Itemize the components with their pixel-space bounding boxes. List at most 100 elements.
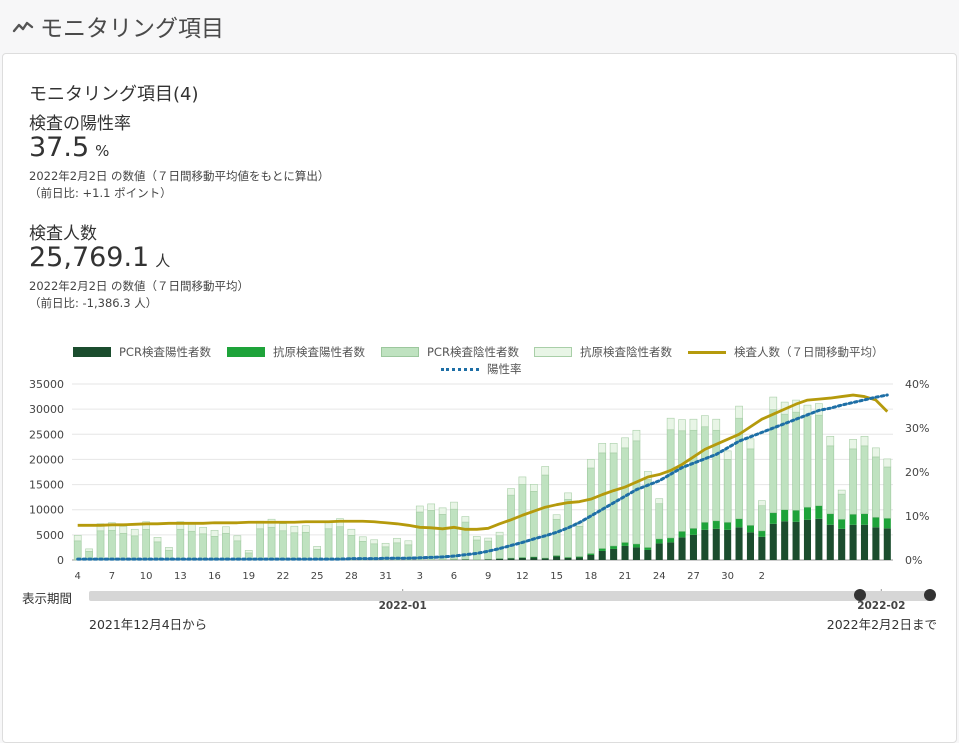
bar-segment-pcr-pos bbox=[872, 527, 879, 560]
bar-segment-ag-pos bbox=[701, 522, 708, 530]
period-slider-end-handle[interactable] bbox=[924, 589, 936, 601]
bar-segment-pcr-neg bbox=[793, 412, 800, 510]
x-axis-tick-label: 6 bbox=[451, 571, 457, 582]
bar-segment-ag-pos bbox=[861, 514, 868, 525]
y-axis-tick-label: 25000 bbox=[29, 428, 64, 441]
bar-segment-ag-neg bbox=[690, 419, 697, 430]
bar-segment-ag-neg bbox=[234, 536, 241, 541]
bar-segment-ag-neg bbox=[428, 504, 435, 511]
bar-segment-pcr-pos bbox=[747, 532, 754, 560]
bar-segment-pcr-neg bbox=[336, 527, 343, 560]
x-axis-tick-label: 18 bbox=[584, 571, 597, 582]
y-axis-tick-label: 0 bbox=[57, 554, 64, 567]
bar-segment-pcr-pos bbox=[827, 525, 834, 560]
x-axis-tick-label: 22 bbox=[277, 571, 290, 582]
bar-segment-pcr-neg bbox=[143, 529, 150, 560]
y-axis-tick-label: 5000 bbox=[36, 529, 64, 542]
bar-segment-ag-neg bbox=[496, 532, 503, 536]
bar-segment-pcr-neg bbox=[416, 512, 423, 560]
y2-axis-tick-label: 10% bbox=[905, 510, 929, 523]
bar-segment-pcr-neg bbox=[120, 533, 127, 560]
bar-segment-pcr-pos bbox=[861, 525, 868, 560]
month-label: 2022-02 bbox=[857, 600, 905, 612]
bar-segment-pcr-neg bbox=[690, 430, 697, 528]
bar-segment-pcr-pos bbox=[679, 537, 686, 560]
bar-segment-pcr-neg bbox=[97, 531, 104, 560]
period-slider-track[interactable] bbox=[89, 591, 935, 601]
bar-segment-ag-neg bbox=[724, 451, 731, 460]
bar-segment-ag-neg bbox=[86, 549, 93, 552]
bar-segment-ag-pos bbox=[633, 544, 640, 548]
bar-segment-ag-pos bbox=[815, 506, 822, 519]
bar-segment-pcr-pos bbox=[599, 551, 606, 560]
bar-segment-ag-neg bbox=[872, 448, 879, 457]
x-axis-tick-label: 15 bbox=[550, 571, 563, 582]
bar-segment-ag-neg bbox=[245, 550, 252, 553]
bar-segment-pcr-neg bbox=[473, 540, 480, 560]
bar-segment-ag-neg bbox=[222, 527, 229, 534]
x-axis-tick-label: 30 bbox=[721, 571, 734, 582]
period-slider-start-handle[interactable] bbox=[854, 589, 866, 601]
bar-segment-pcr-neg bbox=[257, 529, 264, 560]
bar-segment-pcr-pos bbox=[667, 542, 674, 560]
bar-segment-ag-neg bbox=[884, 459, 891, 467]
bar-segment-ag-pos bbox=[679, 531, 686, 537]
bar-segment-pcr-pos bbox=[644, 550, 651, 560]
x-axis-tick-label: 7 bbox=[109, 571, 115, 582]
x-axis-tick-label: 2 bbox=[759, 571, 765, 582]
bar-segment-ag-neg bbox=[314, 546, 321, 549]
bar-segment-ag-pos bbox=[850, 514, 857, 525]
x-axis-tick-label: 4 bbox=[75, 571, 81, 582]
bar-segment-pcr-neg bbox=[850, 449, 857, 514]
bar-segment-ag-neg bbox=[416, 506, 423, 512]
bar-segment-ag-neg bbox=[621, 438, 628, 448]
bar-segment-ag-neg bbox=[371, 540, 378, 544]
bar-segment-pcr-neg bbox=[450, 509, 457, 559]
y-axis-tick-label: 35000 bbox=[29, 378, 64, 391]
bar-segment-pcr-neg bbox=[599, 453, 606, 549]
bar-segment-pcr-neg bbox=[758, 506, 765, 531]
bar-segment-pcr-pos bbox=[850, 525, 857, 560]
bar-segment-pcr-neg bbox=[838, 494, 845, 519]
bar-segment-pcr-pos bbox=[496, 559, 503, 560]
bar-segment-ag-neg bbox=[302, 526, 309, 533]
bar-segment-pcr-pos bbox=[758, 537, 765, 560]
bar-segment-pcr-neg bbox=[587, 468, 594, 553]
bar-segment-ag-neg bbox=[439, 508, 446, 515]
bar-segment-ag-neg bbox=[861, 436, 868, 446]
bar-segment-pcr-pos bbox=[656, 543, 663, 560]
bar-segment-pcr-neg bbox=[724, 459, 731, 522]
bar-segment-ag-neg bbox=[838, 490, 845, 494]
bar-segment-pcr-neg bbox=[861, 446, 868, 514]
bar-segment-pcr-neg bbox=[507, 495, 514, 558]
bar-segment-pcr-pos bbox=[713, 529, 720, 560]
bar-segment-pcr-neg bbox=[872, 457, 879, 517]
bar-segment-pcr-pos bbox=[793, 522, 800, 560]
x-axis-tick-label: 21 bbox=[619, 571, 632, 582]
bar-segment-ag-neg bbox=[679, 420, 686, 431]
bar-segment-ag-neg bbox=[279, 524, 286, 531]
bar-segment-ag-neg bbox=[564, 493, 571, 500]
x-axis-tick-label: 13 bbox=[174, 571, 187, 582]
bar-segment-pcr-pos bbox=[884, 528, 891, 560]
bar-segment-ag-neg bbox=[485, 538, 492, 541]
x-axis-tick-label: 19 bbox=[242, 571, 255, 582]
bar-segment-ag-neg bbox=[850, 439, 857, 449]
x-axis-tick-label: 28 bbox=[345, 571, 358, 582]
bar-segment-ag-neg bbox=[348, 529, 355, 535]
bar-segment-pcr-pos bbox=[564, 558, 571, 560]
bar-segment-ag-neg bbox=[599, 443, 606, 453]
y-axis-tick-label: 15000 bbox=[29, 479, 64, 492]
bar-segment-pcr-pos bbox=[815, 519, 822, 560]
bar-segment-pcr-pos bbox=[838, 529, 845, 560]
y-axis-tick-label: 30000 bbox=[29, 403, 64, 416]
bar-segment-pcr-neg bbox=[279, 531, 286, 560]
bar-segment-pcr-pos bbox=[553, 556, 560, 560]
bar-segment-ag-pos bbox=[724, 522, 731, 530]
bar-segment-ag-pos bbox=[804, 507, 811, 520]
bar-segment-pcr-neg bbox=[359, 541, 366, 560]
bar-segment-ag-pos bbox=[610, 546, 617, 549]
bar-segment-pcr-pos bbox=[530, 557, 537, 560]
x-axis-tick-label: 12 bbox=[516, 571, 529, 582]
bar-segment-pcr-neg bbox=[804, 417, 811, 508]
